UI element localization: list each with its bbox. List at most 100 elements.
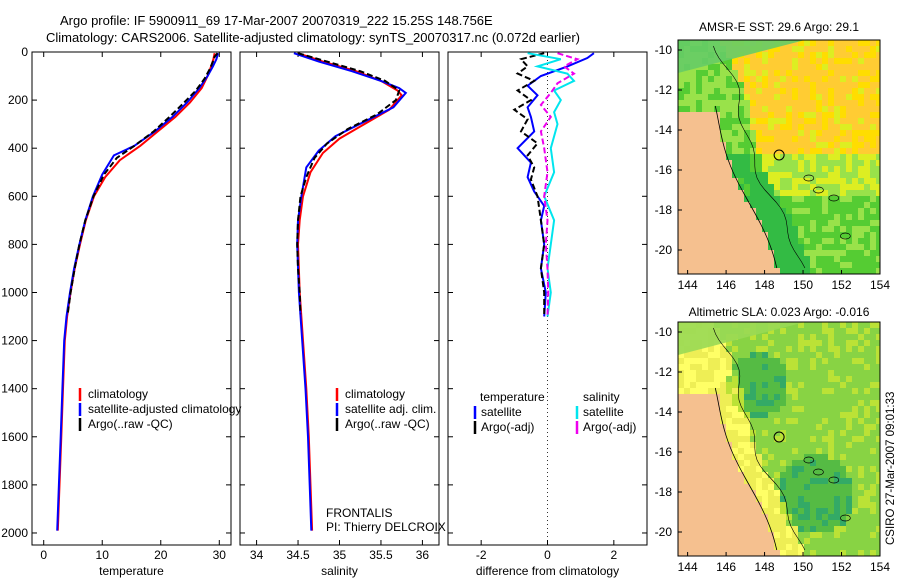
sla_map-cell: [738, 538, 745, 545]
sst_map-cell: [720, 268, 727, 274]
temperature-series-argo-raw-qc-: [66, 52, 219, 315]
sla_map-cell: [852, 502, 859, 509]
sla_map-cell: [786, 406, 793, 413]
sst_map-cell: [852, 40, 859, 47]
sst_map-cell: [876, 58, 880, 65]
sst_map-cell: [810, 52, 817, 59]
sla_map-cell: [744, 514, 751, 521]
sla_map-cell: [756, 412, 763, 419]
sst_map-cell: [768, 214, 775, 221]
sst_map-cell: [858, 112, 865, 119]
sla_map-cell: [732, 484, 739, 491]
sla_map-cell: [840, 382, 847, 389]
sla_map-cell: [792, 514, 799, 521]
sla_map-cell: [846, 370, 853, 377]
sst_map-cell: [810, 70, 817, 77]
sst_map-cell: [834, 64, 841, 71]
sst_map-cell: [876, 100, 880, 107]
sst_map-cell: [858, 64, 865, 71]
sst_map-cell: [732, 100, 739, 107]
sla_map-cell: [858, 442, 865, 449]
sla_map-reef-outline: [813, 468, 824, 476]
sst_map-cell: [852, 76, 859, 83]
sla_map-cell: [678, 508, 685, 515]
sst_map-cell: [876, 226, 880, 233]
sst_map-cell: [792, 100, 799, 107]
sla_map-cell: [762, 538, 769, 545]
sla_map-cell: [780, 508, 787, 515]
difference-xtick-label: 2: [610, 548, 617, 562]
sla_map-cell: [864, 376, 871, 383]
sst_map-cell: [876, 256, 880, 263]
sla_map-cell: [852, 526, 859, 533]
sst_map-cell: [762, 220, 769, 227]
sst_map-cell: [798, 112, 805, 119]
sst_map-cell: [732, 142, 739, 149]
sla_map-cell: [804, 358, 811, 365]
sla_map-cell: [702, 496, 709, 503]
sla_map-cell: [756, 496, 763, 503]
sst_map-cell: [720, 238, 727, 245]
sst_map-cell: [768, 142, 775, 149]
sla_map-cell: [756, 364, 763, 371]
sst_map-cell: [858, 148, 865, 155]
sla_map-cell: [816, 520, 823, 527]
sla_map-cell: [858, 346, 865, 353]
sla_map-cell: [858, 370, 865, 377]
sst_map-cell: [822, 82, 829, 89]
sst_map-cell: [774, 136, 781, 143]
sla_map-cell: [774, 364, 781, 371]
sla_map-cell: [840, 520, 847, 527]
sla_map-cell: [678, 406, 685, 413]
legend-header-temperature: temperature: [480, 390, 545, 404]
sst_map-cell: [804, 58, 811, 65]
sst_map-cell: [720, 214, 727, 221]
sla_map-cell: [750, 520, 757, 527]
sla_map-cell: [810, 532, 817, 539]
sla_map-cell: [750, 526, 757, 533]
sla_map-cell: [810, 406, 817, 413]
sst_map-cell: [708, 130, 715, 137]
sst_map-cell: [696, 154, 703, 161]
sla_map-cell: [768, 370, 775, 377]
sst_map-cell: [804, 202, 811, 209]
sla_map-cell: [834, 352, 841, 359]
sst_map-cell: [810, 118, 817, 125]
sla_map-cell: [684, 538, 691, 545]
sla_map-cell: [822, 484, 829, 491]
sst_map-cell: [768, 106, 775, 113]
sst_map-cell: [840, 106, 847, 113]
sla_map-cell: [786, 418, 793, 425]
sst_map-cell: [774, 52, 781, 59]
sla_map-cell: [708, 370, 715, 377]
sst_map-cell: [858, 202, 865, 209]
sla_map-cell: [858, 520, 865, 527]
sst_map-cell: [870, 160, 877, 167]
sst_map-cell: [864, 184, 871, 191]
salinity-legend-label: satellite adj. clim.: [345, 402, 436, 416]
float-project-label: FRONTALIS: [326, 506, 392, 520]
sst_map-cell: [774, 178, 781, 185]
sst_map-cell: [852, 178, 859, 185]
sla_map-cell: [768, 328, 775, 335]
sst_map-cell: [792, 118, 799, 125]
sst_map-cell: [816, 100, 823, 107]
sla_map-cell: [708, 502, 715, 509]
sla_map-cell: [702, 478, 709, 485]
sst_map-cell: [780, 250, 787, 257]
sla_map-cell: [684, 388, 691, 395]
sst_map-cell: [780, 118, 787, 125]
sla_map-cell: [828, 322, 835, 329]
sla_map-cell: [726, 550, 733, 556]
sst_map-cell: [828, 208, 835, 215]
sst_map-cell: [726, 136, 733, 143]
sst_map-cell: [786, 166, 793, 173]
sla_map-cell: [870, 442, 877, 449]
sla_map-cell: [786, 460, 793, 467]
sla_map-cell: [804, 370, 811, 377]
sla_map-cell: [840, 364, 847, 371]
sst_map-cell: [870, 184, 877, 191]
sla_map-xtick-label: 144: [678, 560, 698, 574]
sla_map-cell: [816, 370, 823, 377]
sla_map-cell: [696, 454, 703, 461]
